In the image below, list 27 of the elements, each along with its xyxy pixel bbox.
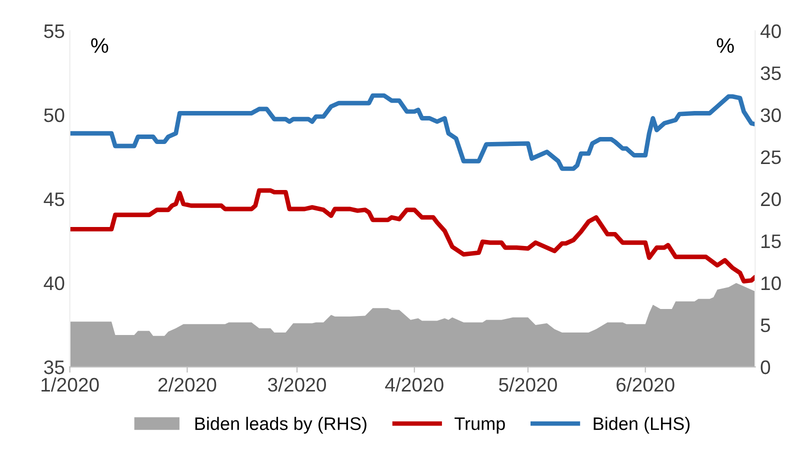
y2-tick-label: 40 [760, 24, 781, 38]
y2-tick-label: 30 [760, 108, 781, 122]
legend-label: Trump [454, 417, 505, 434]
y-tick-label: 45 [44, 192, 64, 206]
y-tick-label: 55 [44, 24, 64, 38]
line-series [70, 188, 756, 284]
y-axis-title: % [91, 38, 108, 53]
y-tick-label: 50 [44, 108, 64, 122]
x-tick-label: 2/2020 [158, 377, 216, 392]
y2-tick-label: 35 [760, 66, 781, 80]
x-tick-label: 3/2020 [268, 377, 326, 392]
line-series [70, 93, 756, 171]
y2-tick-label: 15 [762, 234, 781, 248]
x-tick-label: 5/2020 [499, 377, 557, 392]
y2-tick-label: 0 [760, 360, 770, 374]
y-tick-label: 40 [44, 276, 64, 290]
y2-axis-title: % [716, 38, 734, 53]
y2-tick-label: 5 [760, 318, 770, 332]
legend-label: Biden (LHS) [594, 416, 690, 434]
x-tick-label: 4/2020 [385, 377, 444, 392]
x-tick-label: 6/2020 [616, 377, 674, 392]
x-tick-label: 1/2020 [42, 377, 99, 392]
legend-label: Biden leads by (RHS) [195, 416, 366, 434]
y2-tick-label: 20 [761, 192, 781, 206]
y-tick-label: 35 [44, 360, 64, 374]
y2-tick-label: 10 [762, 276, 781, 290]
y2-tick-label: 25 [761, 150, 781, 164]
